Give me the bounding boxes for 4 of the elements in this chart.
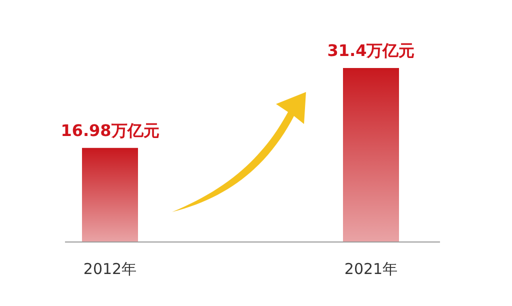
x-tick-label: 2021年 xyxy=(344,260,398,278)
data-label: 16.98万亿元 xyxy=(60,120,160,140)
x-tick-label: 2012年 xyxy=(83,260,137,278)
data-label: 31.4万亿元 xyxy=(327,41,415,60)
